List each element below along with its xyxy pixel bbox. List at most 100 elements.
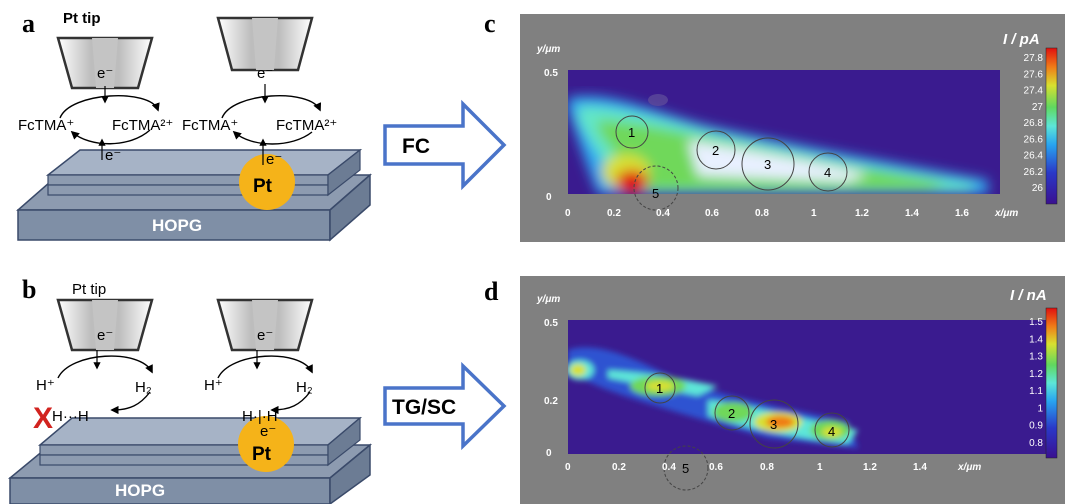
x-axis-label-c: x/μm [994, 208, 1018, 219]
adsorbed-right-b: H·|·H [242, 408, 278, 425]
electron-tip-left-a: e⁻ [97, 65, 113, 82]
pt-tip-left-a: Pt tip e⁻ FcTMA⁺ FcTMA²⁺ e⁻ [18, 10, 173, 164]
map-d-regions [644, 372, 850, 491]
electron-particle-b: e⁻ [260, 423, 276, 440]
colorbar-tick-d-4: 1.1 [1029, 386, 1043, 397]
region-c-5: 5 [652, 186, 659, 201]
panel-label-a: a [22, 9, 35, 38]
panel-label-d: d [484, 277, 499, 306]
colorbar-tick-c-3: 27 [1032, 102, 1044, 113]
region-c-3: 3 [764, 157, 771, 172]
x-tick-c-1: 0.2 [607, 208, 621, 219]
pt-particle-label-b: Pt [252, 444, 272, 465]
region-c-4: 4 [824, 165, 831, 180]
proton-right-b: H⁺ [204, 377, 223, 394]
colorbar-tick-c-1: 27.6 [1024, 69, 1044, 80]
colorbar-tick-c-2: 27.4 [1024, 86, 1044, 97]
colorbar-c [1045, 47, 1058, 205]
x-tick-c-8: 1.6 [955, 208, 969, 219]
proton-left-b: H⁺ [36, 377, 55, 394]
map-c-plot [568, 70, 1000, 194]
map-d-plot [568, 320, 1046, 454]
electron-tip-left-b: e⁻ [97, 327, 113, 344]
pt-particle-b [238, 416, 294, 472]
x-axis-label-d: x/μm [957, 462, 981, 473]
colorbar-ticks-c: 27.8 27.6 27.4 27 26.8 26.6 26.4 26.2 26 [1024, 53, 1044, 194]
hopg-substrate-b: HOPG [7, 416, 373, 504]
region-d-1: 1 [656, 381, 663, 396]
colorbar-tick-c-5: 26.6 [1024, 134, 1044, 145]
panel-a: a HOPG Pt tip e⁻ FcTMA⁺ FcTMA²⁺ e⁻ [16, 9, 372, 242]
species-left-a-2: FcTMA⁺ [182, 117, 238, 134]
x-tick-c-6: 1.2 [855, 208, 869, 219]
adsorbed-left-b: H···H [52, 408, 89, 425]
colorbar-tick-c-8: 26 [1032, 183, 1044, 194]
arrow-label-tgsc: TG/SC [392, 396, 456, 419]
x-tick-c-7: 1.4 [905, 208, 919, 219]
region-c-2: 2 [712, 143, 719, 158]
electron-tip-right-a: e⁻ [257, 65, 273, 82]
arrow-tgsc: TG/SC [383, 361, 507, 451]
x-tick-d-6: 1.2 [863, 462, 877, 473]
panel-c: c 1 2 3 4 5 y/μm 0.5 0 [484, 9, 1065, 242]
colorbar-title-d: I / nA [1010, 287, 1047, 304]
panel-b: b HOPG Pt tip e⁻ H⁺ H₂ H···H X [7, 275, 373, 504]
region-d-3: 3 [770, 417, 777, 432]
pt-tip-label-a: Pt tip [63, 10, 101, 27]
colorbar-d [1045, 307, 1058, 459]
electron-particle-a: e⁻ [266, 151, 282, 168]
region-d-4: 4 [828, 424, 835, 439]
pt-tip-left-b: Pt tip e⁻ H⁺ H₂ H···H X [33, 281, 154, 435]
y-tick-d-0: 0.5 [544, 318, 558, 329]
x-tick-c-2: 0.4 [656, 208, 670, 219]
x-tick-c-0: 0 [565, 208, 571, 219]
species-right-a-2: FcTMA²⁺ [276, 117, 337, 134]
panel-d: d 1 [484, 276, 1065, 504]
colorbar-tick-c-7: 26.2 [1024, 167, 1044, 178]
region-d-5: 5 [682, 461, 689, 476]
x-tick-d-2: 0.4 [662, 462, 676, 473]
species-right-a-1: FcTMA²⁺ [112, 117, 173, 134]
pt-tip-label-b: Pt tip [72, 281, 106, 298]
x-tick-d-0: 0 [565, 462, 571, 473]
pt-particle-label-a: Pt [253, 176, 273, 197]
y-axis-label-c: y/μm [536, 44, 560, 55]
x-tick-d-7: 1.4 [913, 462, 927, 473]
y-tick-c-0: 0.5 [544, 68, 558, 79]
species-left-a-1: FcTMA⁺ [18, 117, 74, 134]
colorbar-tick-c-6: 26.4 [1024, 151, 1044, 162]
colorbar-tick-c-0: 27.8 [1024, 53, 1044, 64]
colorbar-tick-d-7: 0.8 [1029, 438, 1043, 449]
x-tick-c-4: 0.8 [755, 208, 769, 219]
y-axis-label-d: y/μm [536, 294, 560, 305]
x-tick-c-3: 0.6 [705, 208, 719, 219]
arrow-label-fc: FC [402, 135, 430, 158]
arrow-fc: FC [383, 99, 507, 191]
x-tick-c-5: 1 [811, 208, 817, 219]
hydrogen-left-b: H₂ [135, 379, 152, 396]
colorbar-tick-d-6: 0.9 [1029, 421, 1043, 432]
colorbar-title-c: I / pA [1003, 31, 1040, 48]
x-tick-d-4: 0.8 [760, 462, 774, 473]
x-ticks-c: 0 0.2 0.4 0.6 0.8 1 1.2 1.4 1.6 [565, 208, 969, 219]
colorbar-tick-c-4: 26.8 [1024, 118, 1044, 129]
colorbar-tick-d-2: 1.3 [1029, 352, 1043, 363]
pt-particle-a [239, 154, 295, 210]
colorbar-ticks-d: 1.5 1.4 1.3 1.2 1.1 1 0.9 0.8 [1029, 317, 1043, 449]
map-c-regions [615, 115, 848, 211]
x-tick-d-1: 0.2 [612, 462, 626, 473]
electron-tip-right-b: e⁻ [257, 327, 273, 344]
panel-label-c: c [484, 9, 496, 38]
hopg-substrate-a: HOPG [16, 148, 372, 242]
hopg-label-a: HOPG [152, 216, 202, 235]
electron-surface-a: e⁻ [105, 147, 121, 164]
region-d-2: 2 [728, 406, 735, 421]
pt-tip-right-b: e⁻ H⁺ H₂ H·|·H e⁻ Pt [204, 298, 314, 472]
colorbar-tick-d-0: 1.5 [1029, 317, 1043, 328]
y-tick-d-1: 0.2 [544, 396, 558, 407]
y-tick-d-2: 0 [546, 448, 552, 459]
colorbar-tick-d-1: 1.4 [1029, 334, 1043, 345]
x-ticks-d: 0 0.2 0.4 0.6 0.8 1 1.2 1.4 [565, 462, 927, 473]
colorbar-tick-d-5: 1 [1037, 403, 1043, 414]
